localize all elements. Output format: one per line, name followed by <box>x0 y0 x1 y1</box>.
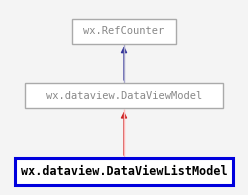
FancyBboxPatch shape <box>72 19 176 44</box>
Text: wx.dataview.DataViewListModel: wx.dataview.DataViewListModel <box>21 165 227 178</box>
Text: wx.RefCounter: wx.RefCounter <box>83 26 165 36</box>
FancyBboxPatch shape <box>25 83 223 108</box>
Text: wx.dataview.DataViewModel: wx.dataview.DataViewModel <box>46 90 202 101</box>
FancyBboxPatch shape <box>15 158 233 185</box>
